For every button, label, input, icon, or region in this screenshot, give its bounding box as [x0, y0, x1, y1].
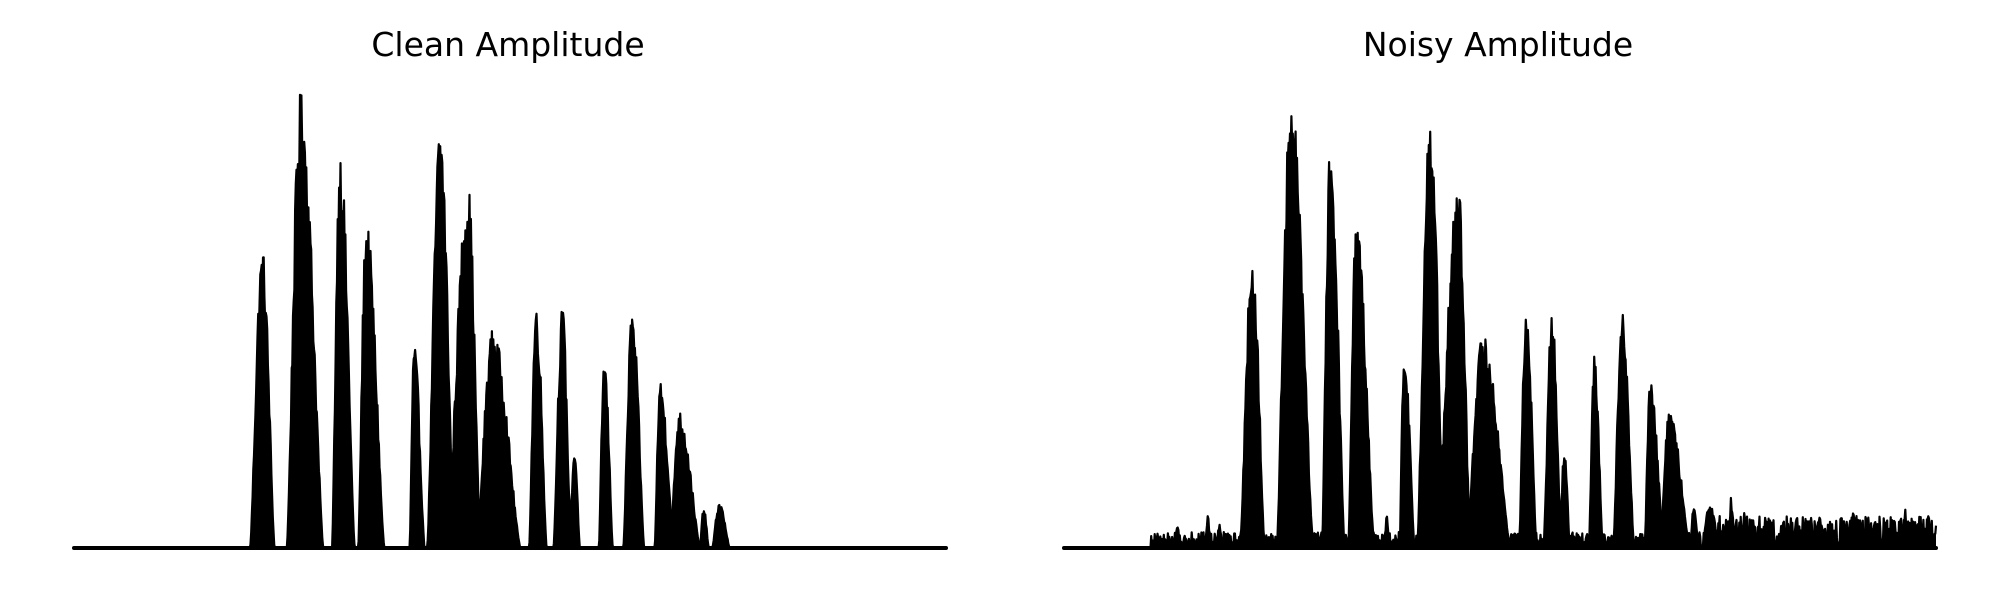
amplitude-series-line	[1063, 115, 1938, 550]
clean-amplitude-title: Clean Amplitude	[371, 25, 644, 64]
amplitude-fill	[1064, 116, 1936, 548]
amplitude-fill	[74, 94, 946, 549]
clean-amplitude-panel: Clean Amplitude	[72, 25, 948, 550]
noisy-amplitude-panel: Noisy Amplitude	[1062, 25, 1938, 550]
noisy-amplitude-title: Noisy Amplitude	[1363, 25, 1633, 64]
